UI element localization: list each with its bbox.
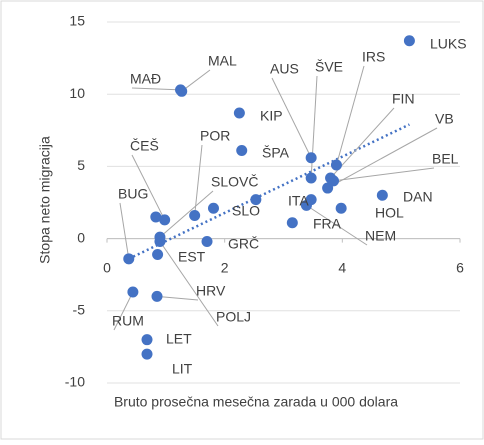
y-tick-label: 0 xyxy=(77,229,85,245)
point xyxy=(201,235,213,247)
point-label: ŠVE xyxy=(315,59,343,75)
point xyxy=(328,175,340,187)
point-label: HRV xyxy=(196,283,226,299)
point-label: IRS xyxy=(362,49,385,65)
point xyxy=(376,189,388,201)
trendline xyxy=(128,123,410,260)
point xyxy=(305,172,317,184)
point xyxy=(189,209,201,221)
leader-line xyxy=(159,241,219,327)
point-label: MAL xyxy=(208,53,237,69)
point xyxy=(330,159,342,171)
y-axis-title: Stopa neto migracija xyxy=(37,136,53,264)
leader-line xyxy=(181,69,211,92)
point xyxy=(151,290,163,302)
point xyxy=(286,217,298,229)
leader-line xyxy=(271,77,312,158)
point-label: NEM xyxy=(365,228,396,244)
x-tick-label: 2 xyxy=(221,259,229,275)
leader-line xyxy=(156,295,199,301)
x-tick-label: 6 xyxy=(456,259,464,275)
point-label: FIN xyxy=(392,91,415,107)
point-label: VB xyxy=(435,111,454,127)
y-tick-label: 15 xyxy=(69,13,85,29)
point-label: HOL xyxy=(375,205,404,221)
point-label: ITA xyxy=(288,193,309,209)
point xyxy=(305,152,317,164)
point xyxy=(154,235,166,247)
y-tick-label: -5 xyxy=(73,302,86,318)
point-label: LIT xyxy=(172,361,193,377)
point xyxy=(152,248,164,260)
point xyxy=(159,214,171,226)
x-axis-title: Bruto prosečna mesečna zarada u 000 dola… xyxy=(114,394,398,410)
y-tick-label: 5 xyxy=(77,157,85,173)
point-label: BEL xyxy=(432,151,459,167)
point-label: BUG xyxy=(118,186,148,202)
point-label: FRA xyxy=(313,216,342,232)
leader-line xyxy=(113,291,134,331)
point-label: POLJ xyxy=(216,309,251,325)
point-label: MAĐ xyxy=(130,71,161,87)
leader-line xyxy=(131,87,181,91)
point xyxy=(236,145,248,157)
x-tick-label: 4 xyxy=(338,259,346,275)
point xyxy=(175,84,187,96)
leader-line xyxy=(131,154,166,221)
leader-line xyxy=(159,190,214,238)
leader-line xyxy=(119,202,130,259)
point xyxy=(233,107,245,119)
point xyxy=(250,194,262,206)
point xyxy=(305,194,317,206)
point xyxy=(403,35,415,47)
point-label: RUM xyxy=(112,313,144,329)
point xyxy=(150,211,162,223)
leader-line xyxy=(306,204,368,246)
point xyxy=(141,348,153,360)
point xyxy=(123,253,135,265)
leader-line xyxy=(335,65,365,166)
leader-line xyxy=(327,127,438,189)
point-label: LUKS xyxy=(430,36,467,52)
point-label: SLOVČ xyxy=(211,174,258,190)
point-label: KIP xyxy=(260,108,283,124)
y-tick-label: -10 xyxy=(65,374,85,390)
leader-line xyxy=(194,144,203,216)
point-label: EST xyxy=(178,249,206,265)
leader-line xyxy=(333,167,435,182)
point-label: DAN xyxy=(403,189,433,205)
x-tick-label: 0 xyxy=(103,259,111,275)
point-label: POR xyxy=(200,128,230,144)
y-tick-label: 10 xyxy=(69,85,85,101)
point-label: GRČ xyxy=(228,236,259,252)
point xyxy=(141,334,153,346)
point xyxy=(207,202,219,214)
point-label: ČEŠ xyxy=(130,138,159,154)
point xyxy=(127,286,139,298)
point-label: AUS xyxy=(270,61,299,77)
point-label: SLO xyxy=(232,203,260,219)
point xyxy=(335,202,347,214)
point-label: LET xyxy=(166,331,192,347)
point-label: ŠPA xyxy=(262,145,290,161)
